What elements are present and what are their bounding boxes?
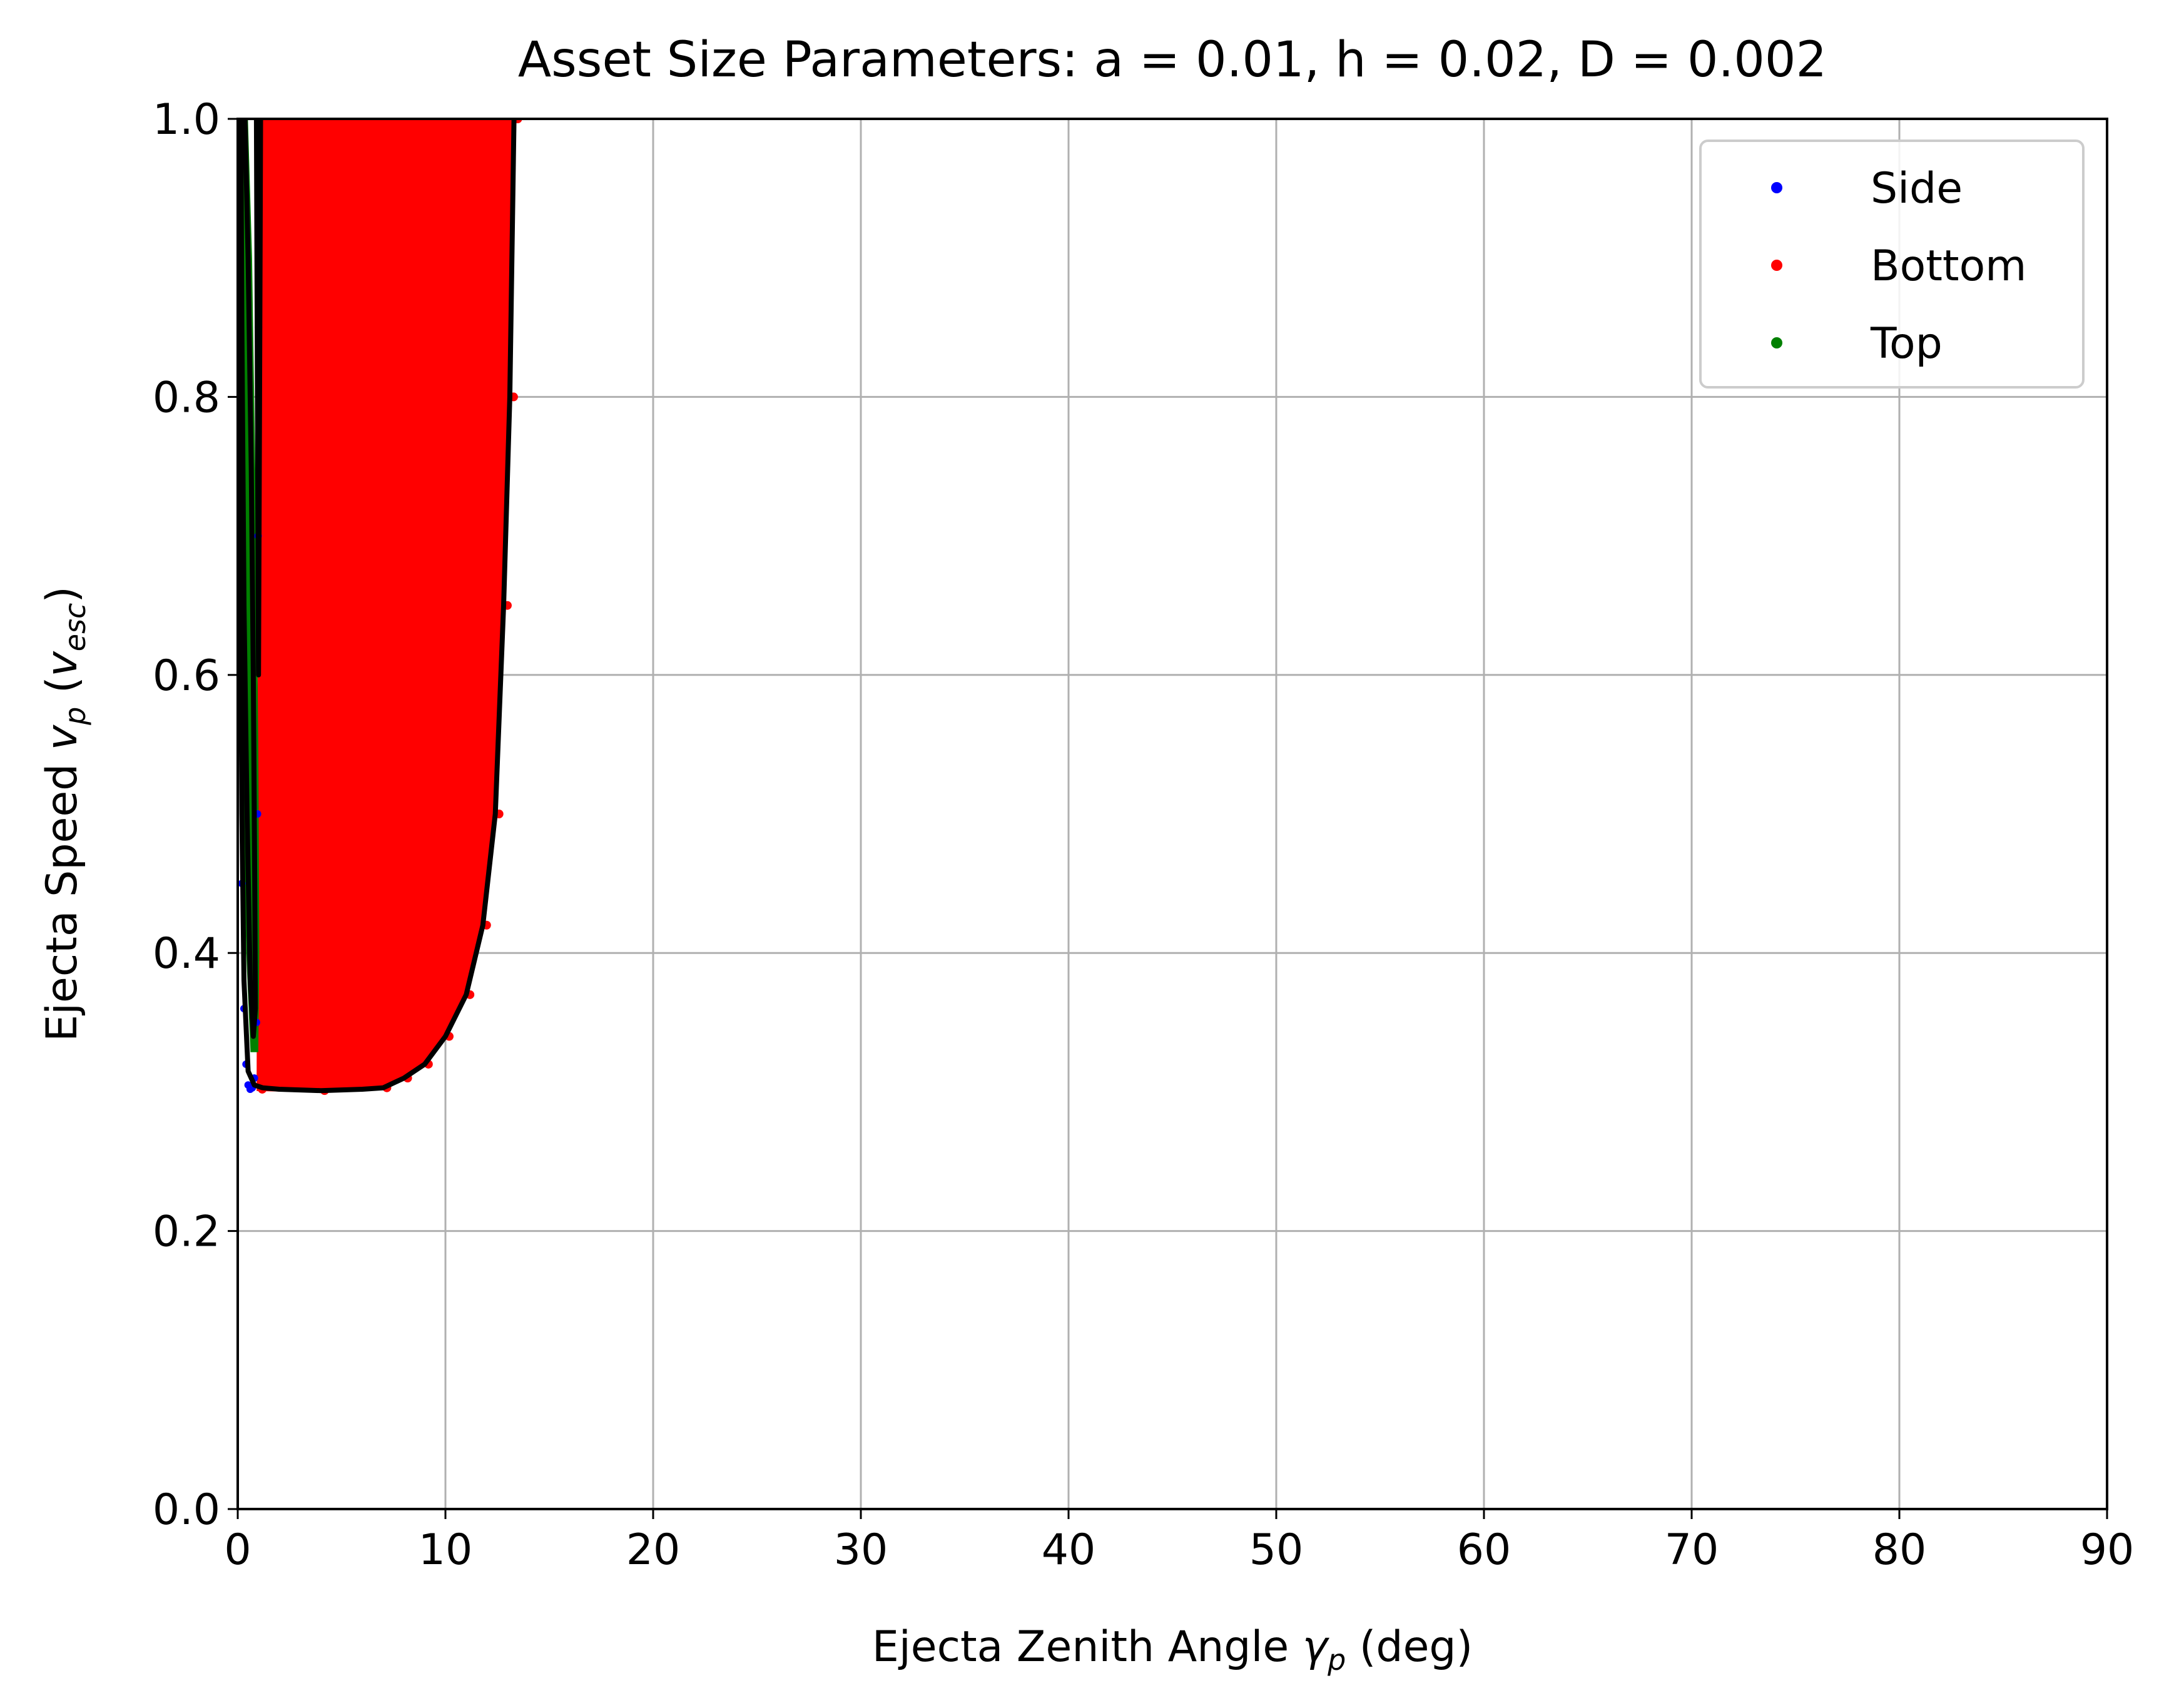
y-axis-label-prefix: Ejecta Speed (38, 750, 87, 1042)
y-tick-label: 1.0 (153, 95, 220, 145)
y-tick-label: 0.8 (153, 373, 220, 422)
x-tick-label: 50 (1249, 1525, 1304, 1575)
outer-boundary-curve (238, 119, 517, 1094)
legend-box (1699, 140, 2085, 389)
x-tick-label: 10 (419, 1525, 473, 1575)
side-bottom-boundary-curve (253, 119, 263, 678)
x-tick-label: 90 (2080, 1525, 2135, 1575)
legend-marker-side (1771, 182, 1782, 193)
plot-data (238, 119, 522, 1095)
y-axis-label-symbol: v (38, 724, 87, 750)
legend-label-side: Side (1871, 164, 1963, 213)
ticks: 0 10 20 30 40 50 60 70 80 90 0.0 0.2 0.4 0.6 0.8 1.0 (153, 95, 2134, 1575)
y-axis-label-unit-subscript: esc (58, 603, 92, 652)
y-tick-label: 0.4 (153, 929, 220, 979)
x-axis-label: Ejecta Zenith Angle γp (deg) (872, 1622, 1473, 1677)
y-tick-label: 0.2 (153, 1207, 220, 1257)
y-axis-label-unit-symbol: v (38, 650, 87, 676)
legend-marker-bottom (1771, 260, 1782, 271)
chart-title: Asset Size Parameters: a = 0.01, h = 0.0… (518, 32, 1827, 88)
x-tick-label: 40 (1042, 1525, 1096, 1575)
y-tick-label: 0.0 (153, 1485, 220, 1535)
x-tick-label: 80 (1872, 1525, 1927, 1575)
legend-marker-top (1771, 337, 1782, 348)
top-boundary-curve (238, 119, 258, 1039)
x-tick-label: 70 (1665, 1525, 1719, 1575)
y-axis-label-suffix: ) (38, 586, 87, 603)
x-tick-label: 0 (224, 1525, 251, 1575)
x-tick-label: 30 (834, 1525, 888, 1575)
y-tick-label: 0.6 (153, 651, 220, 701)
x-axis-label-prefix: Ejecta Zenith Angle (872, 1622, 1303, 1672)
x-tick-label: 60 (1457, 1525, 1511, 1575)
x-axis-label-subscript: p (1327, 1643, 1346, 1677)
axes-frame (236, 118, 2108, 1510)
x-axis-label-symbol: γ (1303, 1622, 1330, 1672)
y-axis-label-subscript: p (58, 707, 92, 726)
x-axis-label-suffix: (deg) (1346, 1622, 1473, 1672)
legend-label-bottom: Bottom (1871, 241, 2026, 291)
legend: Side Bottom Top (1699, 140, 2085, 389)
y-axis-label: Ejecta Speed vp (vesc) (38, 586, 92, 1042)
y-axis-label-middle: ( (38, 676, 87, 706)
legend-label-top: Top (1870, 319, 1943, 369)
x-tick-label: 20 (626, 1525, 681, 1575)
